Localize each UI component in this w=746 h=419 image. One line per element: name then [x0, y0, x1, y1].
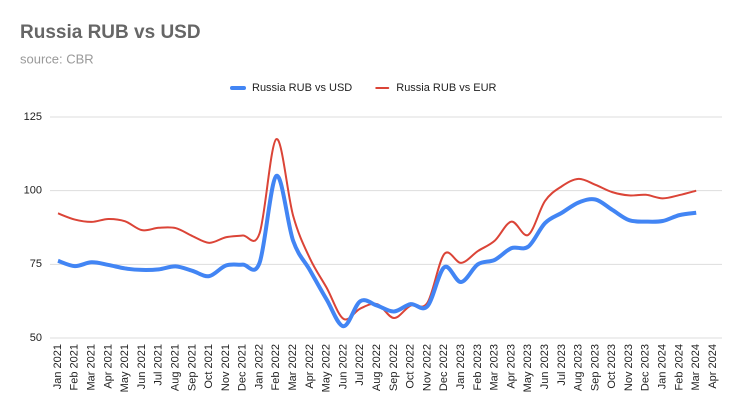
x-tick-label: Mar 2022: [287, 344, 299, 390]
x-tick-label: Jan 2022: [253, 344, 265, 389]
x-tick-label: May 2023: [522, 344, 534, 392]
x-tick-label: Jun 2023: [539, 344, 551, 389]
x-tick-label: Nov 2022: [421, 344, 433, 391]
x-tick-label: Jul 2023: [556, 344, 568, 386]
x-tick-label: Mar 2024: [690, 344, 702, 390]
x-tick-label: Apr 2021: [102, 344, 114, 389]
x-tick-label: Jan 2023: [455, 344, 467, 389]
x-tick-label: Jan 2021: [52, 344, 64, 389]
x-tick-label: Jun 2021: [136, 344, 148, 389]
y-tick-label: 125: [24, 111, 42, 123]
x-tick-label: Oct 2023: [606, 344, 618, 389]
x-tick-label: Mar 2021: [85, 344, 97, 390]
x-tick-label: Jul 2021: [153, 344, 165, 386]
x-tick-label: Sep 2023: [589, 344, 601, 391]
legend-label: Russia RUB vs USD: [252, 82, 352, 94]
x-tick-label: Aug 2023: [573, 344, 585, 391]
x-tick-label: Feb 2021: [69, 344, 81, 390]
x-tick-label: Nov 2023: [623, 344, 635, 391]
x-tick-label: Aug 2021: [169, 344, 181, 391]
x-tick-label: Sep 2021: [186, 344, 198, 391]
x-tick-label: Jun 2022: [337, 344, 349, 389]
x-tick-label: Apr 2023: [505, 344, 517, 389]
x-tick-label: Jan 2024: [657, 344, 669, 389]
y-tick-label: 75: [30, 258, 42, 270]
x-tick-label: Oct 2021: [203, 344, 215, 389]
x-tick-label: Sep 2022: [388, 344, 400, 391]
x-tick-label: Aug 2022: [371, 344, 383, 391]
chart-title: Russia RUB vs USD: [20, 22, 201, 43]
x-tick-label: Dec 2021: [237, 344, 249, 391]
x-tick-label: May 2021: [119, 344, 131, 392]
chart-subtitle: source: CBR: [20, 51, 94, 66]
x-tick-label: Feb 2024: [673, 344, 685, 390]
x-tick-label: Dec 2022: [438, 344, 450, 391]
legend-label: Russia RUB vs EUR: [396, 82, 496, 94]
x-tick-label: Feb 2023: [472, 344, 484, 390]
x-tick-label: May 2022: [321, 344, 333, 392]
y-tick-label: 100: [24, 185, 42, 197]
x-tick-label: Dec 2023: [640, 344, 652, 391]
x-tick-label: Apr 2022: [304, 344, 316, 389]
data-line: [57, 138, 697, 321]
data-line: [57, 173, 697, 329]
x-tick-label: Apr 2024: [707, 344, 719, 389]
x-tick-label: Feb 2022: [270, 344, 282, 390]
x-tick-label: Jul 2022: [354, 344, 366, 386]
x-tick-label: Nov 2021: [220, 344, 232, 391]
x-tick-label: Oct 2022: [405, 344, 417, 389]
x-tick-label: Mar 2023: [489, 344, 501, 390]
y-tick-label: 50: [30, 332, 42, 344]
